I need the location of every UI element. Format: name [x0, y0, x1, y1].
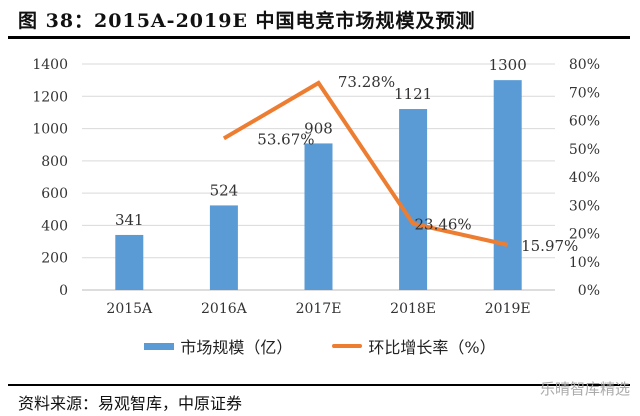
left-tick-label: 800: [41, 154, 68, 170]
right-tick-label: 30%: [569, 198, 600, 214]
legend-item-line: 环比增长率（%）: [332, 334, 496, 358]
chart: 0 200 400 600 800 1000 1200 1400 0% 10% 20% 30% 40% 5…: [32, 56, 600, 317]
line-value-label: 73.28%: [338, 73, 395, 91]
legend-item-bar: 市场规模（亿）: [144, 334, 292, 358]
left-tick-label: 0: [59, 283, 68, 299]
bar: [493, 80, 522, 291]
title-divider: [8, 36, 630, 39]
line-value-label: 23.46%: [414, 216, 471, 234]
right-tick-label: 70%: [569, 85, 600, 101]
legend-label: 市场规模（亿）: [180, 338, 293, 357]
bar-value-label: 524: [210, 181, 239, 199]
line-value-label: 15.97%: [521, 237, 578, 255]
bar: [304, 143, 333, 290]
x-tick-label: 2015A: [106, 301, 153, 317]
left-tick-label: 600: [41, 186, 68, 202]
legend-label: 环比增长率（%）: [368, 338, 496, 357]
right-tick-label: 60%: [569, 114, 600, 130]
left-tick-label: 1400: [32, 57, 68, 73]
watermark: 乐晴智库精选: [539, 380, 630, 398]
source-note: 资料来源：易观智库，中原证券: [18, 394, 243, 413]
bar-value-label: 908: [304, 119, 333, 137]
left-tick-label: 200: [41, 251, 68, 267]
line-value-label: 53.67%: [257, 130, 314, 148]
x-tick-label: 2019E: [485, 301, 531, 317]
legend-swatch-line: [332, 344, 363, 348]
source-divider: [8, 384, 630, 386]
bar-value-label: 1121: [394, 85, 432, 103]
legend-swatch-bar: [144, 342, 175, 350]
bar-value-label: 341: [115, 211, 144, 229]
bar: [399, 109, 428, 290]
figure-title: 图 38：2015A-2019E 中国电竞市场规模及预测: [18, 10, 476, 32]
right-tick-label: 40%: [569, 170, 600, 186]
growth-line: [222, 80, 509, 247]
right-tick-label: 50%: [569, 142, 600, 158]
x-tick-label: 2016A: [201, 301, 248, 317]
right-tick-label: 80%: [569, 57, 600, 73]
left-tick-label: 1200: [32, 89, 68, 105]
bar-value-label: 1300: [489, 56, 527, 74]
bar: [115, 234, 144, 290]
left-tick-label: 400: [41, 218, 68, 234]
legend: 市场规模（亿） 环比增长率（%）: [0, 334, 640, 358]
left-tick-label: 1000: [32, 122, 68, 138]
x-tick-label: 2018E: [390, 301, 436, 317]
right-tick-label: 0%: [578, 283, 600, 299]
right-tick-label: 20%: [569, 227, 600, 243]
right-tick-label: 10%: [569, 255, 600, 271]
bar: [209, 205, 238, 290]
x-tick-label: 2017E: [296, 301, 342, 317]
